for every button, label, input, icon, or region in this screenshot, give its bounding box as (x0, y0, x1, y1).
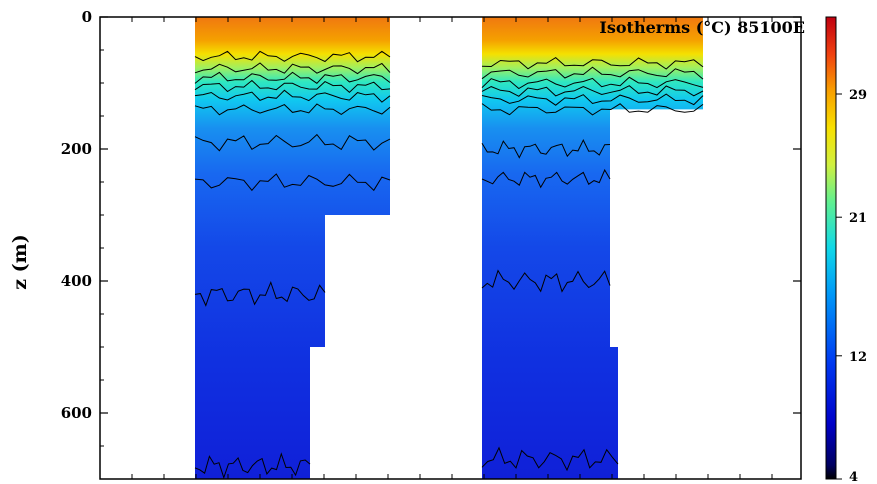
y-tick-label-400: 400 (61, 272, 92, 290)
isotherm-left-26c (194, 62, 391, 75)
isotherm-left-6c (194, 452, 311, 479)
colorbar (825, 16, 837, 480)
y-tick-label-0: 0 (82, 8, 92, 26)
isotherm-right-20c (481, 93, 704, 106)
isotherm-left-28c (194, 50, 391, 63)
isotherm-left-12c (194, 173, 391, 192)
isotherm-left-22c (194, 79, 391, 93)
isotherm-left-18c (194, 103, 391, 116)
isotherm-right-10c (481, 269, 611, 293)
isotherm-right-12c (481, 168, 611, 189)
isotherm-left-20c (194, 89, 391, 103)
panel-left-fill (195, 17, 390, 479)
y-tick-label-600: 600 (61, 404, 92, 422)
isotherm-left-24c (194, 71, 391, 84)
panel-right-fill (482, 17, 703, 479)
isotherm-right-14c (481, 138, 611, 159)
y-axis-title: z (m) (9, 234, 31, 290)
chart-title: Isotherms (°C) 85100E (599, 18, 805, 37)
colorbar-label-21: 21 (849, 211, 867, 226)
isotherm-right-28c (481, 56, 704, 70)
isotherm-left-10c (194, 280, 326, 307)
colorbar-label-12: 12 (849, 350, 867, 365)
colorbar-label-4: 4 (849, 470, 858, 484)
colorbar-label-29: 29 (849, 88, 867, 103)
isotherm-right-22c (481, 85, 704, 97)
isotherm-right-18c (481, 103, 704, 116)
y-tick-label-200: 200 (61, 140, 92, 158)
isotherm-left-14c (194, 133, 391, 152)
isotherm-right-24c (481, 76, 704, 90)
isotherm-right-6c (481, 446, 619, 472)
isotherm-right-26c (481, 66, 704, 80)
